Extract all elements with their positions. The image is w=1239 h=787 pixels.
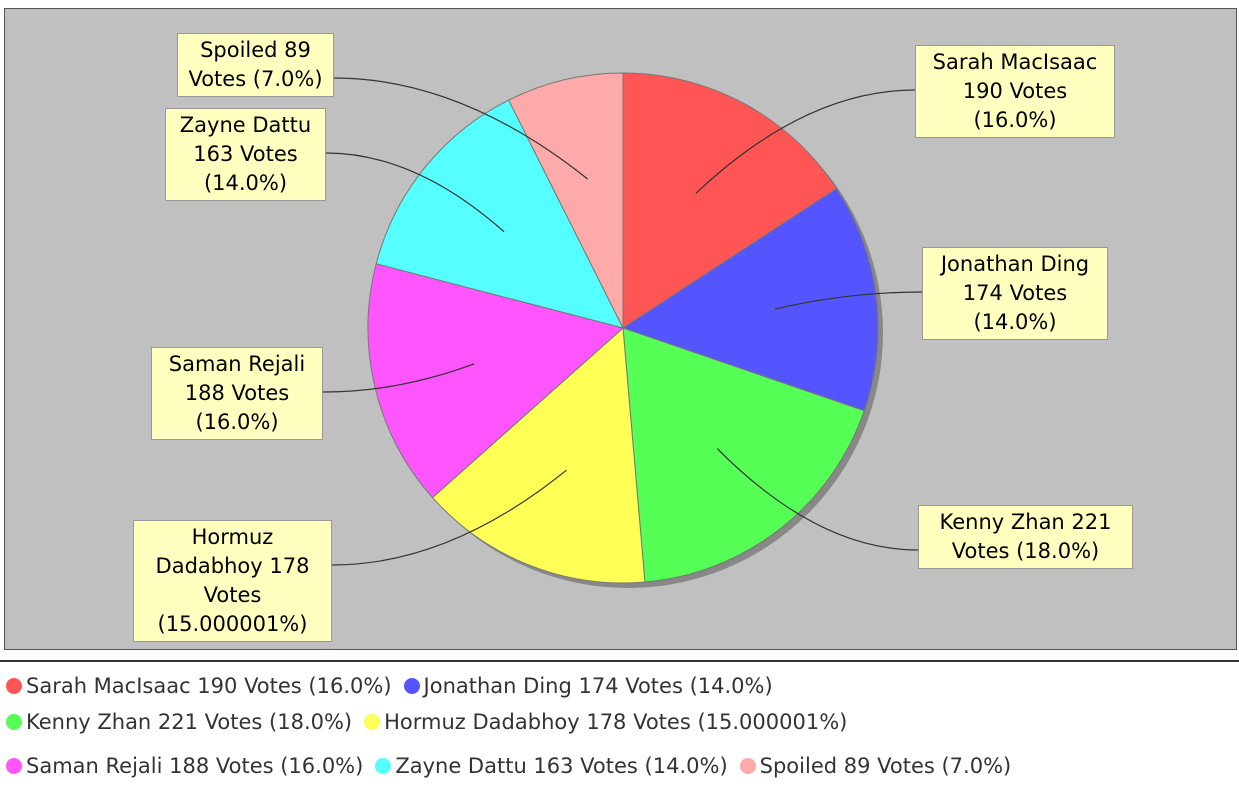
legend-marker	[364, 714, 381, 730]
pie-slice	[375, 99, 624, 329]
legend-item: Zayne Dattu 163 Votes (14.0%)	[375, 754, 728, 778]
legend-marker	[375, 758, 392, 774]
legend-label: Zayne Dattu 163 Votes (14.0%)	[395, 754, 728, 778]
legend-label: Hormuz Dadabhoy 178 Votes (15.000001%)	[384, 710, 848, 734]
legend: Sarah MacIsaac 190 Votes (16.0%) Jonathan…	[0, 660, 1239, 787]
legend-item: Sarah MacIsaac 190 Votes (16.0%)	[6, 674, 392, 698]
slice-label: Hormuz Dadabhoy 178 Votes (15.000001%)	[133, 520, 332, 642]
legend-row: Saman Rejali 188 Votes (16.0%) Zayne Datt…	[6, 754, 1011, 778]
legend-row: Sarah MacIsaac 190 Votes (16.0%) Jonathan…	[6, 674, 773, 698]
pie-slice	[622, 327, 865, 583]
legend-marker	[739, 758, 756, 774]
slice-label: Spoiled 89 Votes (7.0%)	[177, 33, 334, 97]
legend-marker	[6, 758, 22, 774]
label-connector	[322, 363, 475, 393]
pie-slice	[621, 187, 879, 412]
legend-label: Kenny Zhan 221 Votes (18.0%)	[26, 710, 353, 734]
slice-label: Kenny Zhan 221 Votes (18.0%)	[918, 505, 1133, 569]
legend-marker	[6, 714, 22, 730]
legend-marker	[403, 678, 420, 694]
legend-item: Jonathan Ding 174 Votes (14.0%)	[403, 674, 773, 698]
slice-label: Sarah MacIsaac 190 Votes (16.0%)	[915, 45, 1115, 138]
legend-label: Sarah MacIsaac 190 Votes (16.0%)	[26, 674, 392, 698]
label-connector	[774, 291, 923, 310]
legend-row: Kenny Zhan 221 Votes (18.0%) Hormuz Dadab…	[6, 710, 847, 734]
legend-marker	[6, 678, 22, 694]
pie-slice	[622, 72, 838, 329]
legend-item: Saman Rejali 188 Votes (16.0%)	[6, 754, 363, 778]
legend-label: Spoiled 89 Votes (7.0%)	[759, 754, 1012, 778]
pie-slice	[431, 326, 646, 584]
legend-item: Kenny Zhan 221 Votes (18.0%)	[6, 710, 352, 734]
legend-item: Spoiled 89 Votes (7.0%)	[739, 754, 1012, 778]
legend-label: Jonathan Ding 174 Votes (14.0%)	[423, 674, 773, 698]
legend-item: Hormuz Dadabhoy 178 Votes (15.000001%)	[364, 710, 847, 734]
pie-slice	[367, 263, 625, 499]
slice-label: Zayne Dattu 163 Votes (14.0%)	[165, 108, 326, 201]
pie-slice	[508, 72, 624, 329]
slice-label: Saman Rejali 188 Votes (16.0%)	[151, 347, 323, 440]
label-connector	[695, 89, 916, 194]
chart	[322, 72, 923, 588]
label-connector	[333, 77, 589, 180]
label-connector	[716, 448, 919, 551]
label-connector	[331, 469, 567, 566]
label-connector	[325, 152, 505, 233]
slice-label: Jonathan Ding 174 Votes (14.0%)	[922, 247, 1108, 340]
legend-label: Saman Rejali 188 Votes (16.0%)	[26, 754, 364, 778]
